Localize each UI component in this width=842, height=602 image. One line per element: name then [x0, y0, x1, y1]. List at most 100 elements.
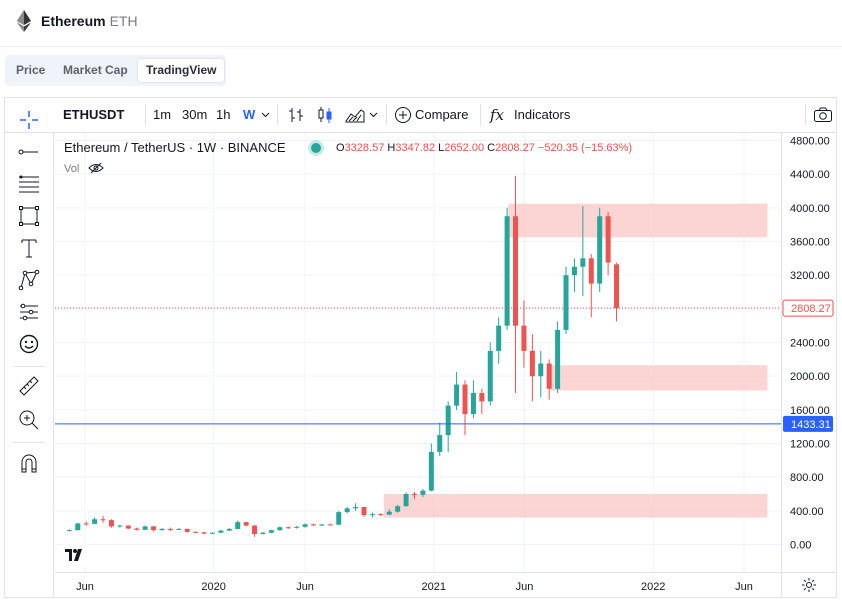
text-icon[interactable]: [17, 236, 41, 260]
candle: [437, 422, 443, 457]
interval-30m-button[interactable]: 30m: [182, 107, 208, 122]
candle-body: [580, 258, 586, 267]
y-tick-label: 800.00: [790, 472, 824, 484]
y-tick-label: 1200.00: [790, 439, 830, 451]
candle-body: [496, 325, 502, 351]
candle-body: [361, 507, 367, 516]
fx-icon[interactable]: 𝑓x: [490, 106, 505, 124]
tab-market-cap[interactable]: Market Cap: [63, 63, 128, 77]
candle-body: [614, 264, 620, 309]
candle-body: [454, 384, 460, 406]
candle: [496, 317, 502, 364]
candle-body: [504, 216, 510, 326]
area-style-icon[interactable]: [345, 106, 365, 124]
x-tick-label: Jun: [296, 581, 314, 593]
candle: [386, 509, 392, 516]
candle-body: [176, 528, 182, 530]
y-tick-label: 1600.00: [790, 405, 830, 417]
last-price-label: 2808.27: [791, 303, 831, 315]
candle-body: [268, 530, 274, 533]
candle-body: [125, 525, 131, 529]
candle: [142, 525, 148, 531]
eye-crossed-icon[interactable]: [88, 162, 105, 174]
candle-body: [597, 216, 603, 284]
candle: [184, 528, 190, 533]
candle: [395, 504, 401, 513]
prediction-icon[interactable]: [17, 300, 41, 324]
gear-icon[interactable]: [801, 577, 817, 593]
candle-body: [134, 528, 140, 530]
y-tick-label: 2000.00: [790, 371, 830, 383]
candle: [327, 523, 333, 526]
candle-body: [75, 523, 81, 531]
drawing-toolbar: [5, 111, 54, 597]
plus-circle-icon[interactable]: [394, 106, 412, 124]
zones-layer: [383, 203, 768, 518]
tab-price[interactable]: Price: [16, 63, 46, 77]
candle-style-icon[interactable]: [316, 106, 334, 124]
candle: [563, 266, 569, 335]
interval-w-button[interactable]: W: [243, 107, 256, 122]
candle-body: [344, 508, 350, 513]
candle: [378, 512, 384, 516]
crosshair-icon[interactable]: [17, 108, 41, 132]
candle-body: [319, 524, 325, 526]
magnet-icon[interactable]: [17, 452, 41, 476]
rectangle-icon[interactable]: [17, 204, 41, 228]
camera-icon[interactable]: [813, 106, 833, 124]
candle-body: [193, 531, 199, 533]
interval-1h-button[interactable]: 1h: [216, 107, 231, 122]
candle-body: [184, 528, 190, 532]
candle: [487, 342, 493, 406]
coin-symbol: ETH: [109, 13, 138, 29]
pattern-icon[interactable]: [17, 268, 41, 292]
chevron-down-icon[interactable]: [261, 112, 270, 118]
chevron-down-icon[interactable]: [369, 112, 378, 118]
candle-body: [218, 530, 224, 533]
page-header: Ethereum ETH: [0, 0, 842, 47]
change-value: −520.35 (−15.63%): [537, 142, 633, 154]
candle: [83, 521, 89, 526]
y-tick-label: 400.00: [790, 506, 824, 518]
candle: [521, 300, 527, 368]
emoji-icon[interactable]: [17, 332, 41, 356]
candle: [134, 527, 140, 531]
candle: [336, 510, 342, 526]
candle-body: [108, 520, 114, 527]
candle-body: [201, 532, 207, 534]
candle: [277, 526, 283, 531]
candle: [226, 528, 232, 532]
compare-button[interactable]: Compare: [415, 107, 469, 122]
ruler-icon[interactable]: [17, 374, 41, 398]
candle: [605, 212, 611, 276]
candle: [243, 521, 249, 527]
x-tick-label: Jun: [516, 581, 534, 593]
x-tick-label: 2022: [641, 581, 665, 593]
candle-body: [159, 528, 165, 531]
tradingview-logo-icon: [65, 549, 82, 561]
zoom-in-icon[interactable]: [17, 408, 41, 432]
candle: [159, 528, 165, 531]
candle: [252, 525, 258, 537]
interval-1m-button[interactable]: 1m: [153, 107, 172, 122]
fib-retracement-icon[interactable]: [17, 172, 41, 196]
trend-line-icon[interactable]: [17, 140, 41, 164]
candle: [302, 523, 308, 528]
tab-tradingview[interactable]: TradingView: [138, 59, 225, 82]
open-value: 3328.57: [344, 142, 385, 154]
candle-body: [83, 523, 89, 525]
bar-style-icon[interactable]: [287, 106, 305, 124]
candle: [580, 206, 586, 297]
chart-frame: [4, 97, 837, 598]
y-tick-label: 3200.00: [790, 270, 830, 282]
candle: [353, 503, 359, 511]
candle: [151, 525, 157, 532]
price-axis: 0.00 400.00 800.00 1200.00 1600.00 2000.00 240…: [781, 133, 834, 597]
candle-body: [386, 511, 392, 515]
symbol-search-button[interactable]: ETHUSDT: [63, 107, 125, 122]
candle-body: [310, 524, 316, 526]
y-tick-label: 2400.00: [790, 338, 830, 350]
indicators-button[interactable]: Indicators: [514, 107, 571, 122]
candle-body: [243, 522, 249, 526]
